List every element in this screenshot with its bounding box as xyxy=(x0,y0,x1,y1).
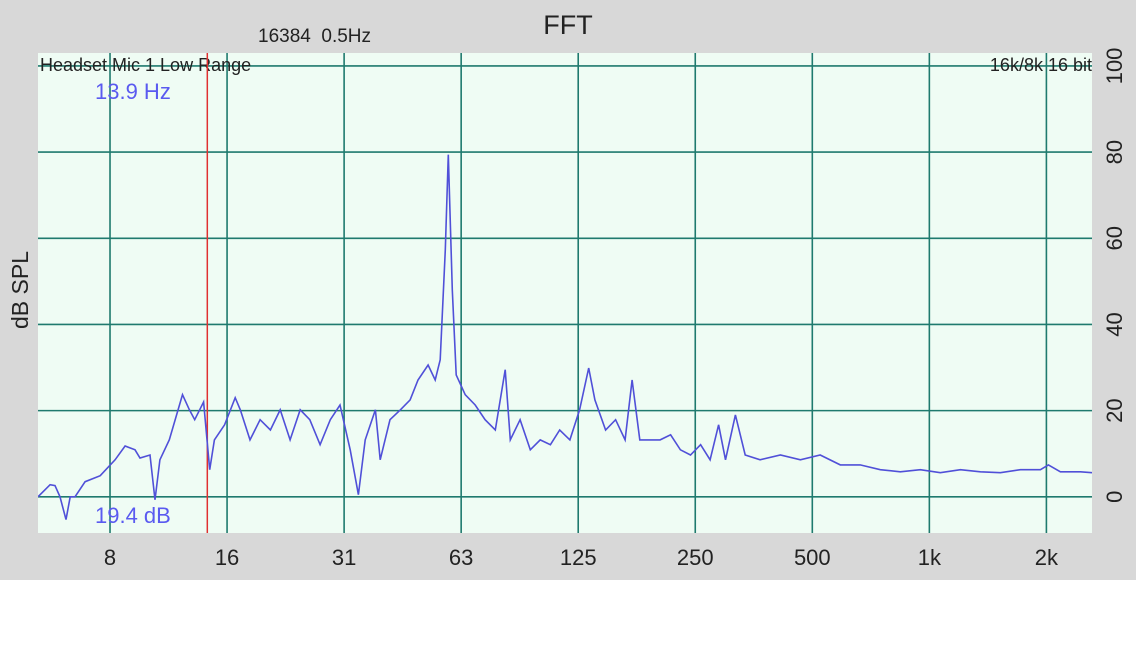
x-tick-label: 31 xyxy=(332,545,356,570)
x-tick-label: 2k xyxy=(1035,545,1059,570)
x-tick-label: 250 xyxy=(677,545,714,570)
format-label: 16k/8k 16 bit xyxy=(990,55,1092,75)
cursor-frequency: 13.9 Hz xyxy=(95,79,171,104)
y-tick-label: 40 xyxy=(1102,312,1127,336)
x-tick-label: 63 xyxy=(449,545,473,570)
fft-settings: 16384 0.5Hz xyxy=(258,26,371,47)
spectrum-line xyxy=(38,154,1092,520)
x-tick-label: 125 xyxy=(560,545,597,570)
x-tick-label: 500 xyxy=(794,545,831,570)
cursor-level: 19.4 dB xyxy=(95,503,171,528)
y-tick-label: 80 xyxy=(1102,140,1127,164)
x-tick-label: 1k xyxy=(918,545,942,570)
x-tick-label: 8 xyxy=(104,545,116,570)
y-tick-label: 20 xyxy=(1102,398,1127,422)
x-tick-label: 16 xyxy=(215,545,239,570)
y-tick-label: 0 xyxy=(1102,491,1127,503)
source-label: Headset Mic 1 Low Range xyxy=(40,55,251,75)
y-axis-label: dB SPL xyxy=(7,251,33,329)
plot-area xyxy=(38,53,1092,533)
y-tick-label: 60 xyxy=(1102,226,1127,250)
chart-title: FFT xyxy=(543,10,592,40)
y-tick-label: 100 xyxy=(1102,48,1127,85)
